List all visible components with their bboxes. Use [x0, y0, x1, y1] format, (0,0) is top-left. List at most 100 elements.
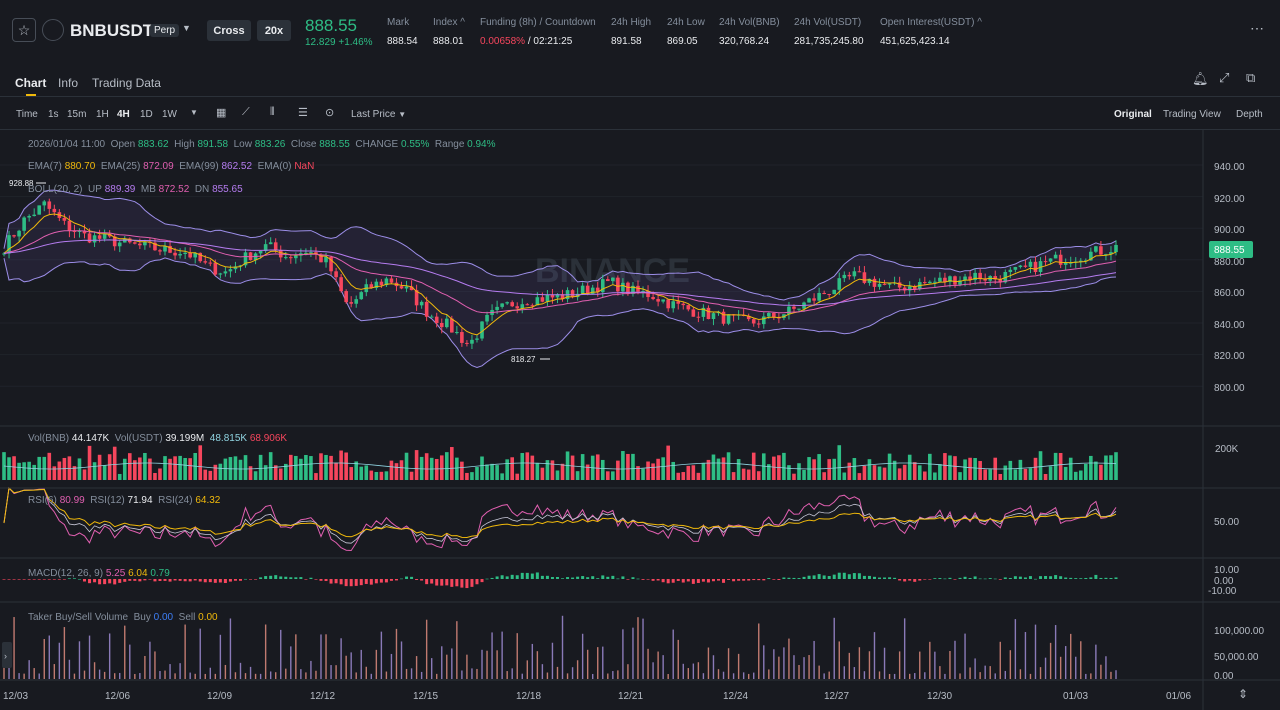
- macd-bar: [495, 576, 499, 579]
- favorite-star-icon[interactable]: ☆: [12, 18, 36, 42]
- rsi12-label: RSI(12): [90, 495, 125, 506]
- taker-bar: [78, 641, 81, 679]
- max-price-label: 928.88: [9, 179, 34, 188]
- taker-bar: [134, 673, 136, 679]
- rsi-legend[interactable]: RSI(6) 80.99 RSI(12) 71.94 RSI(24) 64.32: [28, 495, 220, 506]
- view-original[interactable]: Original: [1114, 109, 1152, 120]
- macd-bar: [203, 579, 207, 583]
- candle-body: [651, 297, 655, 300]
- macd-bar: [143, 579, 147, 581]
- candle-body: [912, 286, 917, 290]
- volume-bar: [616, 460, 620, 480]
- settings-list-icon[interactable]: ☰: [298, 107, 308, 119]
- taker-bar: [280, 629, 282, 679]
- taker-sell-label: Sell: [178, 612, 196, 623]
- interval-time[interactable]: Time: [16, 109, 38, 120]
- macd-bar: [510, 574, 514, 579]
- candle-body: [822, 292, 826, 295]
- price-chart[interactable]: BINANCE 940.00 920.00 900.00 880.00 860.…: [0, 130, 1280, 710]
- alert-bell-icon[interactable]: 🔔︎: [1192, 71, 1209, 86]
- boll-legend[interactable]: BOLL(20, 2) UP 889.39 MB 872.52 DN 855.6…: [28, 184, 243, 195]
- ema-legend[interactable]: EMA(7) 880.70 EMA(25) 872.09 EMA(99) 862…: [28, 161, 314, 172]
- macd-bar: [299, 577, 303, 579]
- interval-4h[interactable]: 4H: [117, 109, 130, 120]
- macd-legend[interactable]: MACD(12, 26, 9) 5.25 6.04 0.79: [28, 568, 170, 579]
- fullscreen-icon[interactable]: ⤢: [1219, 70, 1230, 85]
- candle-body: [1109, 252, 1113, 255]
- interval-1h[interactable]: 1H: [96, 109, 109, 120]
- view-depth[interactable]: Depth: [1236, 109, 1263, 120]
- macd-bar: [1099, 577, 1103, 579]
- candle-body: [67, 220, 72, 231]
- macd-bar: [928, 579, 932, 580]
- volume-bar: [349, 467, 353, 480]
- more-menu-icon[interactable]: ⋯: [1250, 20, 1264, 36]
- candle-body: [1084, 260, 1088, 262]
- ema7-label: EMA(7): [28, 161, 62, 172]
- price-tick: 860.00: [1214, 288, 1245, 299]
- interval-1s[interactable]: 1s: [48, 109, 59, 120]
- taker-bar: [692, 663, 695, 679]
- volume-bar: [726, 452, 731, 480]
- volume-bar: [842, 472, 847, 480]
- macd-bar: [93, 579, 97, 583]
- taker-bar: [1054, 625, 1057, 679]
- interval-15m[interactable]: 15m: [67, 109, 87, 120]
- symbol-name[interactable]: BNBUSDT: [70, 21, 154, 40]
- tab-chart[interactable]: Chart: [15, 76, 47, 90]
- time-axis[interactable]: 12/03 12/06 12/09 12/12 12/15 12/18 12/2…: [3, 691, 1191, 702]
- leverage-button[interactable]: 20x: [257, 20, 291, 41]
- candle-body: [334, 271, 338, 278]
- volume-bar: [917, 465, 922, 480]
- price-type-select[interactable]: Last Price ▼: [351, 109, 406, 120]
- candle-body: [173, 252, 177, 256]
- taker-bar: [23, 673, 25, 679]
- collapse-panel-handle[interactable]: [2, 642, 12, 668]
- rsi12-line: [3, 487, 1117, 544]
- taker-bar: [63, 627, 66, 679]
- ema0-label: EMA(0): [257, 161, 292, 172]
- volume-bar: [631, 453, 635, 480]
- macd-bar: [223, 579, 227, 584]
- stat-oi-label[interactable]: Open Interest(USDT) ^: [880, 17, 982, 28]
- date-tick: 12/15: [413, 691, 438, 702]
- crosshair-icon[interactable]: ⊙: [325, 107, 335, 119]
- ema99-line: [3, 239, 1117, 307]
- volume-bar: [772, 456, 776, 480]
- taker-bar: [1059, 656, 1062, 679]
- price-axis[interactable]: 940.00 920.00 900.00 880.00 860.00 840.0…: [1208, 162, 1264, 682]
- view-trading-view[interactable]: Trading View: [1163, 109, 1221, 120]
- popout-icon[interactable]: ⧉: [1246, 70, 1256, 85]
- interval-1d[interactable]: 1D: [140, 109, 153, 120]
- taker-bar: [994, 673, 996, 679]
- taker-bar: [1115, 670, 1117, 679]
- taker-legend[interactable]: Taker Buy/Sell Volume Buy 0.00 Sell 0.00: [28, 612, 218, 623]
- macd-bar: [1104, 577, 1108, 579]
- tab-trading-data[interactable]: Trading Data: [92, 76, 161, 90]
- taker-bar: [1080, 641, 1082, 679]
- candle-body: [389, 278, 394, 283]
- price-change: 12.829 +1.46%: [305, 37, 373, 48]
- taker-bar: [1019, 669, 1022, 679]
- stat-mark-value: 888.54: [387, 36, 418, 47]
- margin-mode-button[interactable]: Cross: [207, 20, 251, 41]
- candle-body: [434, 316, 439, 323]
- ema25-line: [3, 230, 1117, 314]
- tab-info[interactable]: Info: [58, 76, 79, 90]
- calendar-icon[interactable]: ▦: [216, 107, 227, 119]
- volume-bar: [384, 471, 389, 480]
- volume-bar: [218, 463, 223, 480]
- scale-reset-icon[interactable]: ⇕: [1238, 687, 1248, 701]
- interval-dropdown-icon[interactable]: ▼: [190, 108, 198, 117]
- macd-bar: [168, 579, 172, 582]
- stat-index-label[interactable]: Index ^: [433, 17, 465, 28]
- candle-body: [203, 261, 208, 263]
- macd-bar: [178, 579, 182, 581]
- indicator-icon[interactable]: ⟋: [242, 106, 250, 118]
- volume-bar: [666, 445, 670, 480]
- taker-bar: [586, 649, 589, 679]
- interval-1w[interactable]: 1W: [162, 109, 177, 120]
- chart-type-icon[interactable]: ⫴: [270, 106, 275, 118]
- symbol-dropdown-icon[interactable]: ▼: [182, 23, 191, 33]
- volume-legend[interactable]: Vol(BNB) 44.147K Vol(USDT) 39.199M 48.81…: [28, 433, 287, 444]
